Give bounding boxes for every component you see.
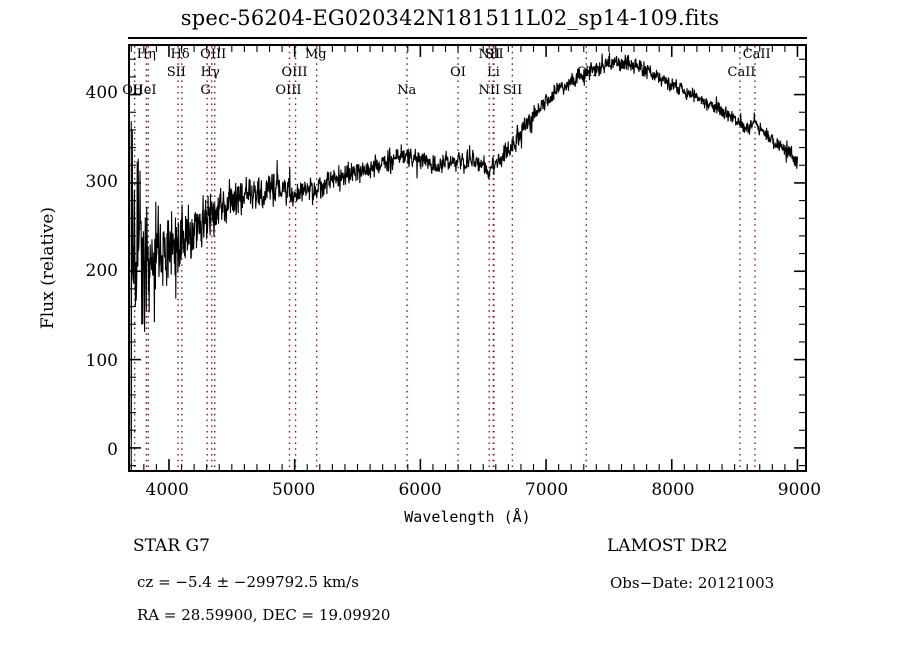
y-axis-title: Flux (relative) bbox=[38, 206, 58, 330]
spectral-line-label: HeI bbox=[132, 83, 157, 98]
x-tick-label: 5000 bbox=[271, 480, 316, 500]
spectrum-svg bbox=[130, 46, 805, 470]
redshift-velocity: cz = −5.4 ± −299792.5 km/s bbox=[137, 573, 359, 591]
spectral-line-label: OIII bbox=[275, 83, 302, 98]
x-axis-title: Wavelength (Å) bbox=[404, 508, 531, 526]
spectral-line-label: SII bbox=[503, 83, 523, 98]
spectral-line-label: Hδ bbox=[170, 47, 190, 62]
spectral-line-label: OI bbox=[450, 65, 466, 80]
x-tick-label: 6000 bbox=[398, 480, 442, 500]
spectral-line-label: Hη bbox=[136, 47, 156, 62]
spectral-line-label: Li bbox=[487, 65, 500, 80]
spectral-line-label: Mg bbox=[304, 47, 327, 62]
observation-date: Obs−Date: 20121003 bbox=[610, 574, 775, 592]
spectral-line-label: CaII bbox=[742, 47, 771, 62]
plot-area bbox=[128, 44, 807, 472]
spectral-line-label: G bbox=[200, 83, 211, 98]
coordinates: RA = 28.59900, DEC = 19.09920 bbox=[137, 606, 391, 624]
x-tick-label: 4000 bbox=[145, 480, 189, 500]
x-tick-label: 8000 bbox=[651, 480, 695, 500]
title-underline bbox=[128, 37, 807, 39]
object-class: STAR G7 bbox=[133, 536, 210, 556]
spectral-line-label: NII bbox=[478, 83, 501, 98]
y-tick-label: 400 bbox=[85, 83, 118, 104]
x-tick-label: 7000 bbox=[524, 480, 569, 500]
spectral-line-label: NII bbox=[478, 47, 501, 62]
page-title: spec-56204-EG020342N181511L02_sp14-109.f… bbox=[180, 6, 720, 30]
spectral-line-label: OIII bbox=[281, 65, 308, 80]
y-tick-label: 200 bbox=[85, 261, 118, 282]
spectral-line-label: OIII bbox=[200, 47, 227, 62]
y-tick-label: 300 bbox=[85, 172, 118, 193]
spectral-line-label: OII bbox=[576, 65, 598, 80]
y-tick-label: 0 bbox=[107, 439, 118, 460]
spectral-line-label: SII bbox=[484, 47, 504, 62]
survey-name: LAMOST DR2 bbox=[607, 536, 728, 556]
y-tick-label: 100 bbox=[85, 350, 118, 371]
spectral-line-label: OII bbox=[122, 83, 144, 98]
spectral-line-label: Na bbox=[397, 83, 417, 98]
x-tick-label: 9000 bbox=[777, 480, 822, 500]
spectral-line-label: Hγ bbox=[200, 65, 220, 80]
spectral-line-label: CaII bbox=[727, 65, 756, 80]
spectral-line-label: SII bbox=[166, 65, 186, 80]
